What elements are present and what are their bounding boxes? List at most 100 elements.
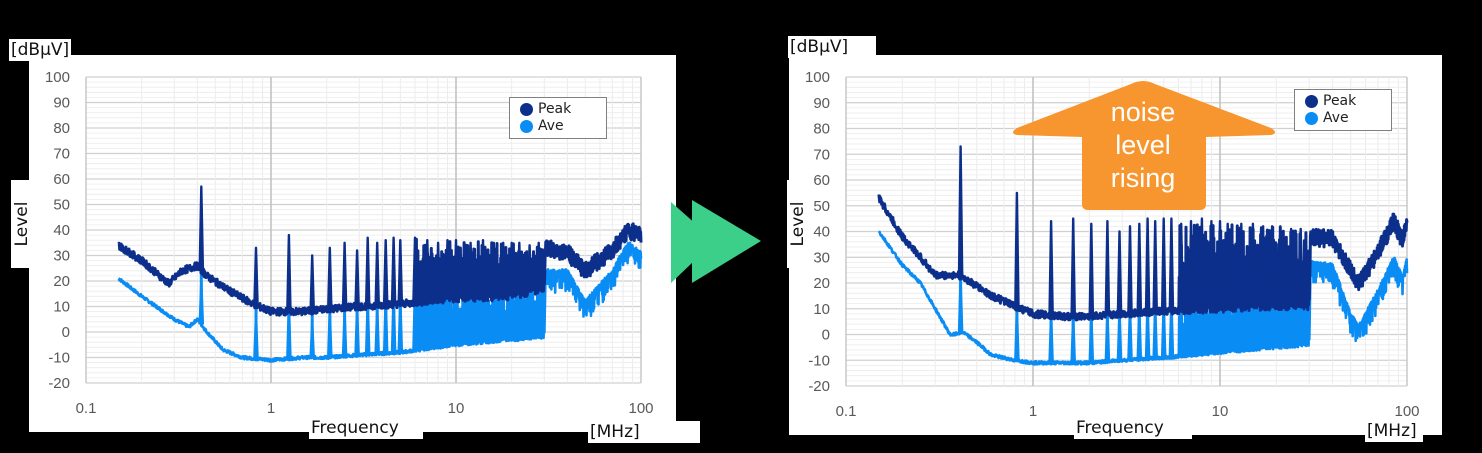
peak-harmonic-spike — [1136, 222, 1143, 313]
peak-harmonic-spike — [1088, 222, 1095, 317]
peak-harmonic-spike — [453, 239, 459, 299]
peak-harmonic-spike — [500, 241, 506, 297]
ave-marker-icon — [520, 120, 533, 133]
peak-harmonic-spike — [382, 239, 389, 305]
y-tick-label: -10 — [48, 350, 70, 367]
peak-harmonic-spike — [1070, 217, 1076, 317]
legend-item-ave: Ave — [520, 118, 598, 135]
peak-harmonic-spike — [508, 241, 515, 297]
peak-harmonic-spike — [1048, 220, 1054, 316]
right-x-axis-label: Frequency — [1074, 417, 1192, 439]
peak-harmonic-spike — [480, 239, 486, 298]
up-arrow-icon — [1013, 81, 1275, 210]
peak-harmonic-spike — [1277, 225, 1284, 307]
y-tick-label: 80 — [813, 121, 830, 138]
peak-harmonic-spike — [364, 236, 371, 307]
y-tick-label: 60 — [813, 172, 830, 189]
y-tick-label: 10 — [53, 299, 70, 316]
y-tick-label: 0 — [62, 324, 70, 341]
peak-harmonic-spike — [1188, 220, 1194, 311]
peak-harmonic-spike — [253, 246, 259, 306]
y-tick-label: 40 — [813, 224, 830, 241]
left-legend: Peak Ave — [509, 97, 607, 139]
left-y-axis-label: Level — [11, 180, 33, 268]
peak-harmonic-spike — [198, 185, 205, 270]
peak-harmonic-spike — [957, 145, 964, 277]
annotation-text: noise level rising — [1110, 97, 1176, 193]
peak-marker-icon — [520, 103, 533, 116]
peak-harmonic-spike — [1116, 230, 1123, 315]
x-tick-label: 1 — [267, 400, 275, 417]
peak-harmonic-spike — [412, 236, 418, 303]
peak-harmonic-spike — [354, 249, 360, 307]
peak-harmonic-spike — [327, 246, 333, 309]
peak-harmonic-spike — [1104, 220, 1111, 316]
peak-harmonic-spike — [535, 241, 542, 291]
y-tick-label: 30 — [53, 248, 70, 265]
peak-harmonic-spike — [444, 239, 451, 300]
left-x-axis-label: Frequency — [309, 417, 423, 439]
x-tick-label: 0.1 — [836, 403, 857, 420]
noise-rising-annotation: noise level rising — [1009, 80, 1277, 212]
peak-harmonic-spike — [435, 241, 441, 301]
right-x-unit-label: [MHz] — [1365, 420, 1423, 442]
legend-item-ave: Ave — [1305, 110, 1383, 127]
peak-harmonic-spike — [309, 254, 315, 311]
peak-harmonic-spike — [390, 236, 397, 305]
y-tick-label: 20 — [813, 275, 830, 292]
peak-harmonic-spike — [1269, 225, 1275, 307]
peak-harmonic-spike — [1288, 227, 1294, 307]
y-tick-label: 60 — [53, 171, 70, 188]
y-tick-label: 0 — [822, 327, 830, 344]
right-y-axis-label: Level — [787, 180, 809, 268]
peak-harmonic-spike — [1297, 227, 1304, 307]
right-y-unit-label: [dBμV] — [788, 36, 876, 58]
x-tick-label: 10 — [1212, 403, 1229, 420]
y-tick-label: -10 — [808, 352, 830, 369]
x-tick-label: 1 — [1029, 403, 1037, 420]
peak-harmonic-spike — [1152, 220, 1158, 312]
x-tick-label: 100 — [1394, 403, 1419, 420]
peak-harmonic-spike — [1260, 225, 1266, 307]
peak-harmonic-spike — [526, 244, 533, 293]
peak-harmonic-spike — [1217, 220, 1223, 309]
y-tick-label: 10 — [813, 301, 830, 318]
peak-harmonic-spike — [1168, 217, 1175, 312]
peak-series-line — [877, 194, 1409, 322]
peak-harmonic-spike — [286, 233, 292, 312]
x-tick-label: 100 — [628, 400, 653, 417]
peak-harmonic-spike — [1144, 217, 1151, 313]
ave-marker-icon — [1305, 112, 1318, 125]
y-tick-label: 50 — [813, 198, 830, 215]
peak-harmonic-spike — [1014, 191, 1020, 308]
y-tick-label: 50 — [53, 197, 70, 214]
left-x-unit-label: [MHz] — [588, 421, 700, 443]
peak-harmonic-spike — [1208, 220, 1215, 310]
x-tick-label: 10 — [448, 400, 465, 417]
y-tick-label: 90 — [53, 95, 70, 112]
right-legend: Peak Ave — [1294, 89, 1392, 131]
y-tick-label: 70 — [53, 146, 70, 163]
peak-harmonic-spike — [1250, 222, 1256, 308]
peak-harmonic-spike — [1127, 225, 1133, 314]
peak-harmonic-spike — [424, 239, 431, 302]
peak-harmonic-spike — [374, 241, 380, 306]
y-tick-label: 100 — [805, 69, 830, 86]
peak-harmonic-spike — [1160, 217, 1167, 312]
ave-series-line — [877, 230, 1409, 366]
legend-item-peak: Peak — [1305, 93, 1383, 110]
x-tick-label: 0.1 — [76, 400, 97, 417]
left-y-unit-label: [dBμV] — [9, 39, 72, 61]
peak-harmonic-spike — [1178, 222, 1184, 311]
peak-harmonic-spike — [397, 239, 404, 304]
y-tick-label: -20 — [808, 378, 830, 395]
peak-marker-icon — [1305, 95, 1318, 108]
y-tick-label: 20 — [53, 273, 70, 290]
y-tick-label: 30 — [813, 249, 830, 266]
y-tick-label: 80 — [53, 120, 70, 137]
y-tick-label: 40 — [53, 222, 70, 239]
peak-harmonic-spike — [516, 241, 523, 295]
peak-harmonic-spike — [1224, 222, 1231, 309]
